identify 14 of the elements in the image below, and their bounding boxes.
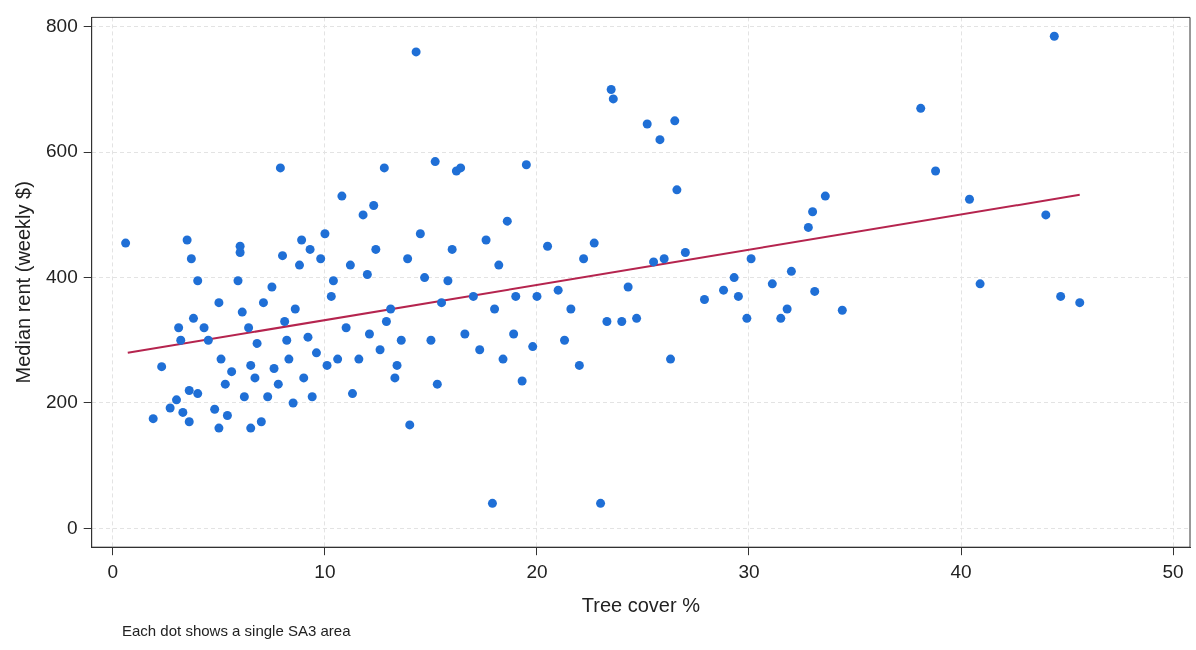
x-axis-title: Tree cover % — [581, 593, 701, 616]
y-tick-label: 400 — [46, 265, 78, 287]
x-tick-label: 20 — [526, 560, 548, 582]
x-tick-label: 0 — [107, 560, 119, 582]
y-tick-label: 800 — [46, 15, 78, 37]
y-tick-label: 600 — [46, 140, 78, 162]
x-tick-label: 30 — [738, 560, 760, 582]
x-tick-label: 50 — [1162, 560, 1184, 582]
text: Each dot shows a single SA3 area — [122, 622, 352, 639]
y-axis-title: Median rent (weekly $) — [11, 181, 34, 384]
y-tick-label: 200 — [46, 391, 78, 413]
y-tick-label: 0 — [67, 516, 78, 538]
x-tick-label: 40 — [950, 560, 972, 582]
x-tick-label: 10 — [314, 560, 336, 582]
